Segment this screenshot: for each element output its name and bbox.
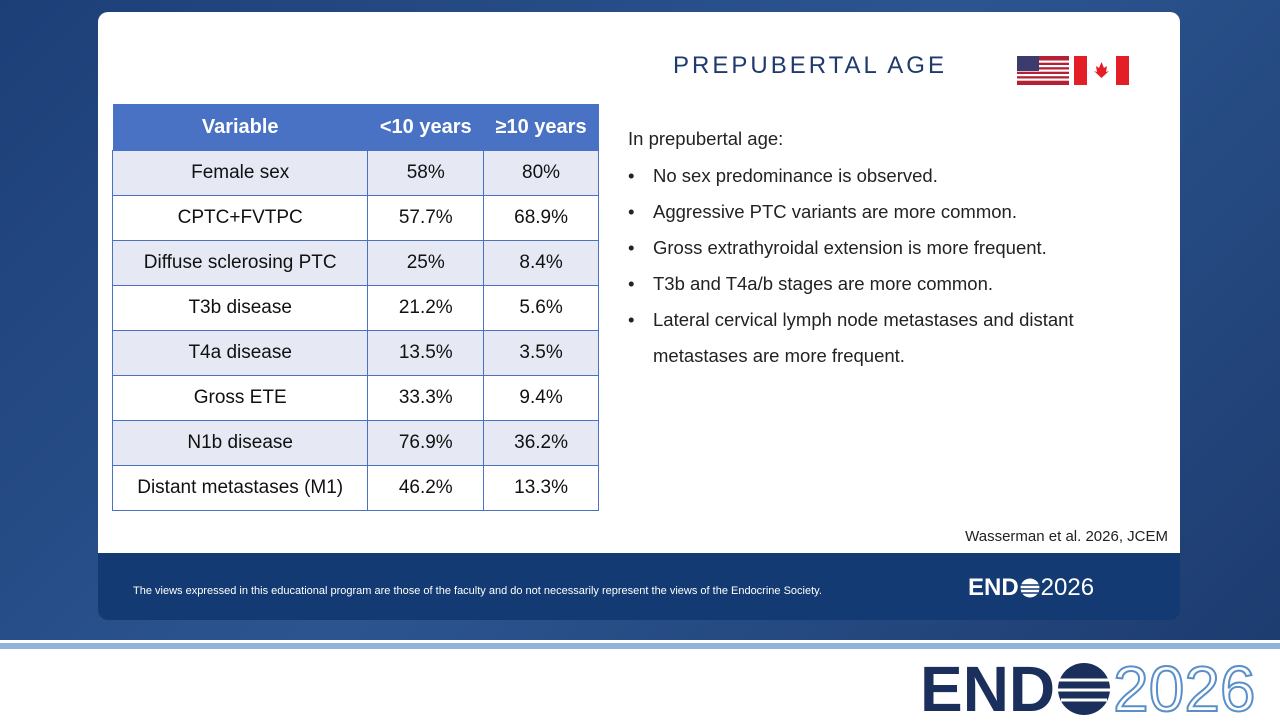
bullet: No sex predominance is observed.	[628, 165, 1148, 187]
cell: 13.5%	[367, 330, 485, 376]
footer-band	[98, 553, 1180, 620]
cell: 25%	[367, 240, 485, 286]
intro: In prepubertal age:	[628, 128, 784, 149]
cell: T4a disease	[111, 330, 369, 376]
citation: Wasserman et al. 2026, JCEM	[965, 528, 1168, 545]
bullet: Lateral cervical lymph node metastases a…	[628, 302, 1148, 374]
cell: 58%	[367, 150, 485, 196]
logo-text: END	[968, 574, 1019, 601]
cell: 80%	[483, 150, 599, 196]
cell: Gross ETE	[111, 375, 369, 421]
table-row: N1b disease 76.9% 36.2%	[111, 420, 599, 466]
table-row: Female sex 58% 80%	[111, 150, 599, 196]
cell: 46.2%	[367, 465, 485, 511]
logo-year: 2026	[1040, 574, 1095, 601]
cell: 36.2%	[483, 420, 599, 466]
table-row: T3b disease 21.2% 5.6%	[111, 285, 599, 331]
stripe	[0, 643, 1280, 649]
table-row: Diffuse sclerosing PTC 25% 8.4%	[111, 240, 599, 286]
cell: 9.4%	[483, 375, 599, 421]
cell: 13.3%	[483, 465, 599, 511]
data-table: Variable <10 years ≥10 years Female sex 58% 8…	[111, 104, 599, 511]
cell: 76.9%	[367, 420, 485, 466]
bottom-logo: END 2026	[920, 652, 1257, 726]
header-cell: ≥10 years	[483, 104, 599, 151]
cell: Diffuse sclerosing PTC	[111, 240, 369, 286]
header-cell: <10 years	[367, 104, 484, 151]
bullet: Gross extrathyroidal extension is more f…	[628, 237, 1148, 259]
bullet-list: No sex predominance is observed. Aggressi…	[628, 165, 1148, 374]
logo-text: END	[920, 653, 1056, 725]
text-block: In prepubertal age: No sex predominance …	[628, 128, 1148, 388]
table-row: Distant metastases (M1) 46.2% 13.3%	[111, 465, 599, 511]
footer-logo: END 2026	[968, 574, 1094, 602]
cell: 8.4%	[483, 240, 599, 286]
cell: 5.6%	[483, 285, 599, 331]
logo-year: 2026	[1112, 652, 1256, 726]
disclaimer: The views expressed in this educational …	[133, 585, 822, 597]
cell: Female sex	[111, 150, 369, 196]
header-cell: Variable	[112, 104, 368, 151]
cell: 33.3%	[367, 375, 485, 421]
flags	[1017, 56, 1129, 85]
table-row: CPTC+FVTPC 57.7% 68.9%	[111, 195, 599, 241]
cell: Distant metastases (M1)	[111, 465, 369, 511]
bullet: T3b and T4a/b stages are more common.	[628, 273, 1148, 295]
cell: CPTC+FVTPC	[111, 195, 369, 241]
cell: 3.5%	[483, 330, 599, 376]
globe	[1058, 663, 1111, 715]
globe	[1020, 578, 1040, 598]
cell: T3b disease	[111, 285, 369, 331]
slide-title: PREPUBERTAL AGE	[673, 52, 947, 79]
cell: 21.2%	[367, 285, 485, 331]
table-row: Gross ETE 33.3% 9.4%	[111, 375, 599, 421]
cell: 68.9%	[483, 195, 599, 241]
bullet: Aggressive PTC variants are more common.	[628, 201, 1148, 223]
cell: N1b disease	[111, 420, 369, 466]
cell: 57.7%	[367, 195, 485, 241]
table-row: T4a disease 13.5% 3.5%	[111, 330, 599, 376]
